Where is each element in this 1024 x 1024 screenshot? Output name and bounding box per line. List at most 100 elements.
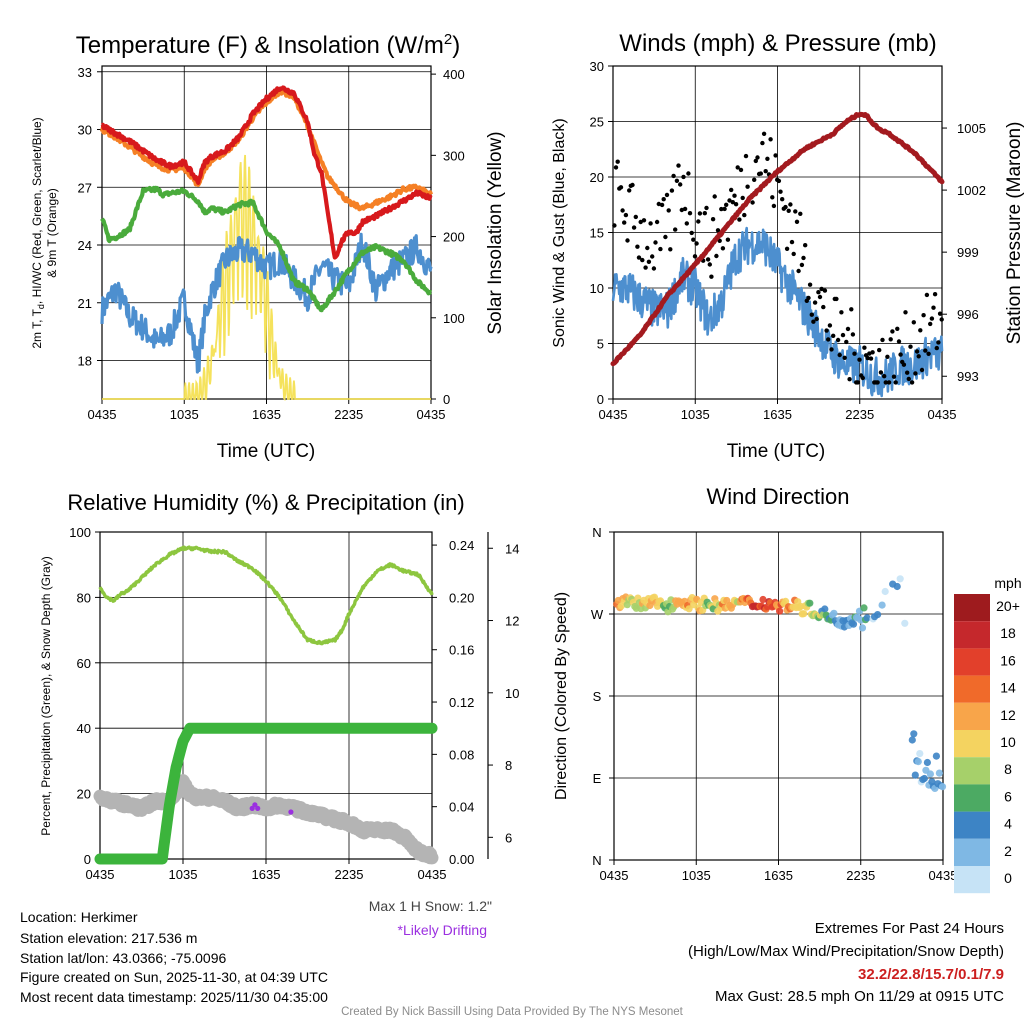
gust-point: [829, 347, 834, 352]
direction-point: [926, 770, 935, 778]
humidity-ytick-label: 0: [84, 852, 91, 867]
gust-point: [620, 208, 625, 213]
gust-point: [913, 371, 918, 376]
direction-point: [874, 611, 882, 619]
temperature-ytick-label: 30: [78, 123, 92, 138]
speed-legend-label: 14: [1000, 680, 1016, 696]
gust-point: [867, 351, 872, 356]
direction-title: Wind Direction: [706, 484, 849, 509]
gust-point: [852, 351, 857, 356]
gust-point: [622, 220, 627, 225]
gust-point: [635, 244, 640, 249]
snow-ytick-label: 6: [505, 830, 512, 845]
pressure-ytick-label: 999: [957, 245, 979, 260]
gust-point: [678, 182, 683, 187]
gust-point: [786, 208, 791, 213]
humidity-xtick-label: 1635: [252, 867, 281, 882]
direction-point: [881, 587, 889, 596]
gust-point: [850, 332, 856, 337]
direction-point: [776, 607, 784, 615]
gust-point: [709, 274, 714, 279]
humidity-title: Relative Humidity (%) & Precipitation (i…: [67, 490, 464, 515]
gust-point: [901, 362, 907, 367]
direction-point: [858, 624, 867, 632]
gust-point: [911, 320, 916, 325]
gust-point: [814, 316, 819, 322]
gust-point: [636, 255, 642, 260]
gust-point: [752, 177, 757, 182]
direction-point: [896, 575, 904, 583]
speed-legend-swatch: [954, 757, 990, 785]
gust-point: [669, 188, 675, 193]
gust-point: [724, 202, 729, 207]
gust-point: [819, 286, 824, 292]
gust-point: [618, 185, 624, 190]
direction-point: [849, 620, 858, 628]
gust-point: [656, 201, 661, 207]
winds-xtick-label: 1035: [681, 407, 710, 422]
temperature-xtick-label: 0435: [88, 407, 117, 422]
direction-point: [923, 758, 932, 767]
gust-point: [888, 337, 893, 342]
direction-point: [920, 774, 929, 783]
insolation-line: [102, 154, 431, 402]
gust-point: [914, 349, 920, 354]
pressure-ytick-label: 996: [957, 307, 979, 322]
gust-point: [623, 212, 629, 218]
temperature-ytick-label: 21: [78, 296, 92, 311]
gust-point: [831, 333, 836, 338]
credit-text: Created By Nick Bassill Using Data Provi…: [341, 1006, 683, 1018]
temperature-xtick-label: 0435: [417, 407, 446, 422]
precip-ytick-label: 0.04: [449, 800, 474, 815]
gust-point: [668, 247, 673, 252]
direction-point: [935, 769, 944, 777]
speed-legend-swatch: [954, 811, 990, 839]
speed-legend-swatch: [954, 730, 990, 758]
gust-point: [615, 159, 620, 164]
temperature-chart: 0435 1035 1635 2235 0435 18 21 24 27 30 33 0 100 200 3…: [30, 31, 506, 462]
gust-point: [630, 182, 635, 188]
gust-point: [934, 345, 939, 351]
gust-point: [885, 354, 890, 359]
gust-point: [715, 228, 721, 233]
created-text: Figure created on Sun, 2025-11-30, at 04…: [20, 969, 328, 985]
direction-ytick-label: E: [593, 771, 602, 786]
gust-point: [658, 246, 663, 252]
gust-point: [729, 187, 734, 193]
gust-point: [870, 350, 875, 355]
gust-point: [631, 225, 637, 230]
gust-point: [875, 380, 880, 385]
gust-point: [878, 370, 884, 375]
humidity-ytick-label: 80: [77, 590, 91, 605]
humidity-xtick-label: 0435: [418, 867, 447, 882]
humidity-line: [98, 545, 434, 646]
gust-point: [794, 219, 800, 224]
speed-legend-label: 4: [1004, 816, 1012, 832]
gust-point: [809, 312, 814, 317]
gust-point: [653, 240, 658, 245]
gust-point: [663, 234, 668, 240]
gust-point: [799, 262, 805, 268]
temperature-ylabel: 2m T, Td, HI/WC (Red, Green, Scarlet/Blu…: [30, 117, 46, 348]
humidity-chart: 0435 1035 1635 2235 04350204060801000.000.04…: [39, 490, 519, 938]
gust-point: [648, 221, 653, 226]
direction-point: [932, 752, 941, 760]
gust-point: [633, 214, 638, 220]
humidity-ylabel: Percent, Precipitation (Green), & Snow D…: [39, 556, 53, 835]
gust-point: [625, 238, 630, 243]
gust-point: [924, 292, 930, 298]
gust-point: [770, 195, 775, 200]
humidity-xtick-label: 1035: [169, 867, 198, 882]
gust-point: [877, 347, 882, 353]
gust-point: [719, 206, 724, 212]
gust-point: [919, 367, 925, 373]
gust-point: [886, 380, 892, 385]
gust-point: [738, 167, 744, 173]
snow-ytick-label: 8: [505, 758, 512, 773]
temperature-ytick-label: 18: [78, 354, 92, 369]
gust-point: [784, 246, 790, 251]
gust-point: [849, 307, 854, 312]
gust-point: [860, 375, 865, 381]
temperature-series-green: [100, 185, 433, 313]
gust-point: [926, 351, 931, 356]
